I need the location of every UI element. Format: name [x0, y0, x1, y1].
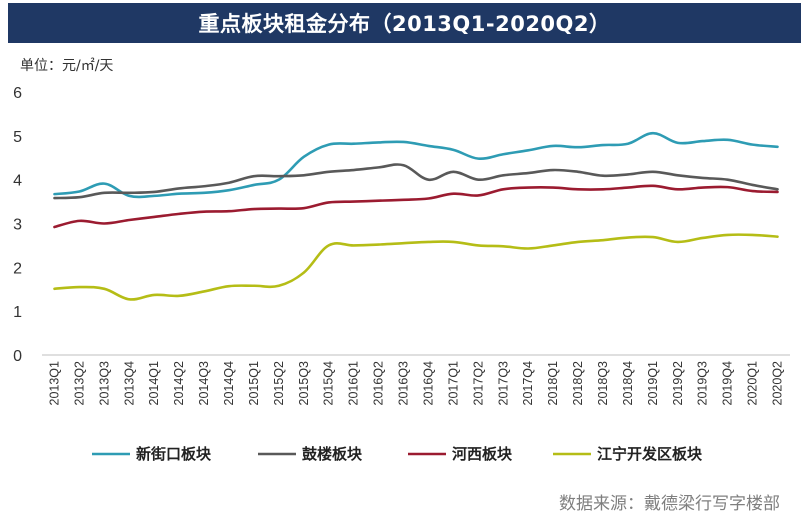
x-tick-label: 2016Q3 — [397, 361, 411, 406]
x-tick-label: 2018Q3 — [596, 361, 610, 406]
legend-label-1: 鼓楼板块 — [302, 445, 363, 463]
x-tick-label: 2017Q2 — [471, 361, 485, 406]
series-line-2 — [53, 184, 779, 229]
x-tick-label: 2015Q2 — [272, 361, 286, 406]
y-tick-label: 6 — [13, 85, 22, 102]
x-tick-label: 2014Q2 — [172, 361, 186, 406]
x-tick-label: 2020Q2 — [771, 361, 785, 406]
x-tick-label: 2016Q4 — [421, 361, 435, 406]
source-note: 数据来源：戴德梁行写字楼部 — [559, 494, 780, 514]
x-tick-label: 2019Q1 — [646, 361, 660, 406]
unit-label: 单位：元/㎡/天 — [20, 58, 114, 74]
x-tick-label: 2020Q1 — [746, 361, 760, 406]
x-tick-label: 2018Q2 — [571, 361, 585, 406]
y-tick-label: 4 — [13, 173, 22, 190]
x-tick-label: 2017Q3 — [496, 361, 510, 406]
x-tick-label: 2015Q1 — [247, 361, 261, 406]
y-tick-label: 3 — [13, 217, 22, 234]
x-tick-label: 2018Q4 — [621, 361, 635, 406]
y-tick-label: 1 — [13, 304, 22, 321]
series-line-3 — [53, 233, 779, 301]
y-tick-label: 5 — [13, 129, 22, 146]
x-tick-label: 2017Q1 — [446, 361, 460, 406]
x-tick-label: 2015Q4 — [322, 361, 336, 406]
legend-label-2: 河西板块 — [452, 445, 513, 463]
legend-label-0: 新街口板块 — [136, 445, 212, 463]
x-tick-label: 2013Q4 — [122, 361, 136, 406]
y-tick-label: 0 — [13, 348, 22, 365]
x-tick-label: 2019Q2 — [671, 361, 685, 406]
x-tick-label: 2016Q2 — [372, 361, 386, 406]
chart-title: 重点板块租金分布（2013Q1-2020Q2） — [198, 12, 611, 36]
x-tick-label: 2014Q1 — [147, 361, 161, 406]
x-tick-label: 2015Q3 — [297, 361, 311, 406]
x-tick-label: 2014Q4 — [222, 361, 236, 406]
x-tick-label: 2018Q1 — [546, 361, 560, 406]
legend-label-3: 江宁开发区板块 — [597, 445, 703, 463]
x-tick-label: 2019Q4 — [721, 361, 735, 406]
series-line-0 — [53, 131, 779, 199]
x-tick-label: 2014Q3 — [197, 361, 211, 406]
title-bar: 重点板块租金分布（2013Q1-2020Q2） — [8, 3, 801, 43]
y-tick-label: 2 — [13, 260, 22, 277]
x-tick-label: 2016Q1 — [347, 361, 361, 406]
x-tick-label: 2013Q1 — [47, 361, 61, 406]
x-tick-label: 2019Q3 — [696, 361, 710, 406]
x-tick-label: 2013Q2 — [72, 361, 86, 406]
x-tick-label: 2013Q3 — [97, 361, 111, 406]
series-line-1 — [53, 163, 779, 200]
x-tick-label: 2017Q4 — [521, 361, 535, 406]
